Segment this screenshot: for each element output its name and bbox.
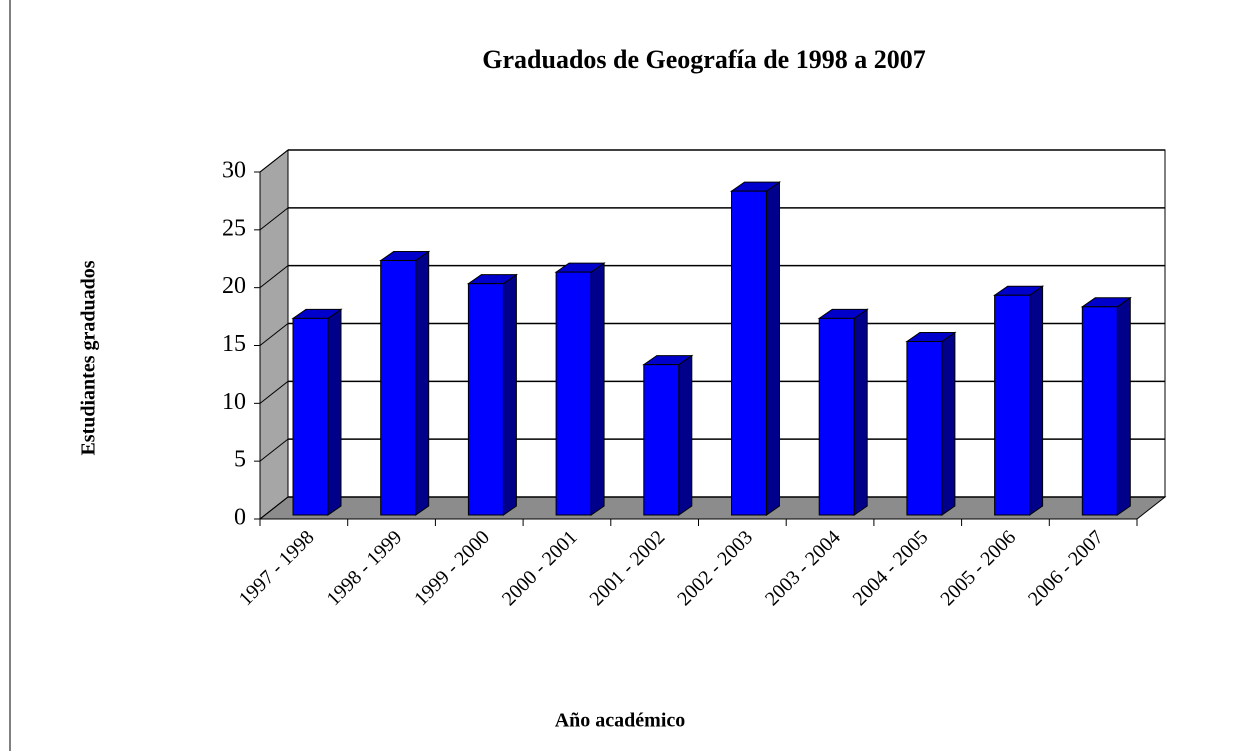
bar <box>906 341 943 516</box>
bar <box>731 190 767 516</box>
x-axis-label: Año académico <box>555 710 686 732</box>
bar-side <box>415 250 430 516</box>
bar <box>555 271 592 516</box>
chart-title: Graduados de Geografía de 1998 a 2007 <box>482 45 925 74</box>
bar <box>643 364 680 516</box>
grid-line-side <box>259 207 289 231</box>
x-tick-label: 1998 - 1999 <box>322 526 406 610</box>
grid-line-side <box>259 323 289 346</box>
bar-side <box>941 331 956 516</box>
y-tick-label: 0 <box>234 505 246 531</box>
bar-side <box>1116 296 1131 516</box>
bar <box>292 317 329 516</box>
y-tick-label: 15 <box>222 331 246 357</box>
y-axis-label: Estudiantes graduados <box>78 260 100 455</box>
x-tick-label: 1999 - 2000 <box>410 526 494 610</box>
grid-line-side <box>259 438 289 462</box>
bar-side <box>502 273 517 516</box>
grid-line-side <box>259 380 289 404</box>
y-tick-label: 5 <box>234 447 246 473</box>
bar-side <box>327 308 342 516</box>
grid-line-side <box>259 265 289 289</box>
x-tick-label: 2006 - 2007 <box>1024 526 1108 610</box>
bar <box>467 283 504 516</box>
bar-side <box>853 308 868 516</box>
x-tick-label: 1997 - 1998 <box>235 526 319 610</box>
grid-line-side <box>259 496 289 520</box>
y-tick-label: 30 <box>222 158 246 184</box>
x-tick-label: 2000 - 2001 <box>498 526 582 610</box>
x-tick-label: 2003 - 2004 <box>761 526 845 610</box>
bar-side <box>590 262 605 516</box>
x-tick-label: 2002 - 2003 <box>673 526 757 610</box>
grid-line-side <box>259 149 289 173</box>
y-tick-label: 10 <box>222 389 246 415</box>
bar <box>380 260 417 516</box>
bar <box>994 294 1031 516</box>
bar-side <box>1029 285 1044 516</box>
bar <box>1081 306 1118 516</box>
bar-side <box>766 181 780 516</box>
x-tick-label: 2004 - 2005 <box>849 526 933 610</box>
y-tick-label: 25 <box>222 215 246 241</box>
x-tick-label: 2005 - 2006 <box>936 526 1020 610</box>
bar <box>818 317 855 516</box>
x-tick-label: 2001 - 2002 <box>586 526 670 610</box>
y-tick-label: 20 <box>222 273 246 299</box>
bar-side <box>678 354 693 516</box>
